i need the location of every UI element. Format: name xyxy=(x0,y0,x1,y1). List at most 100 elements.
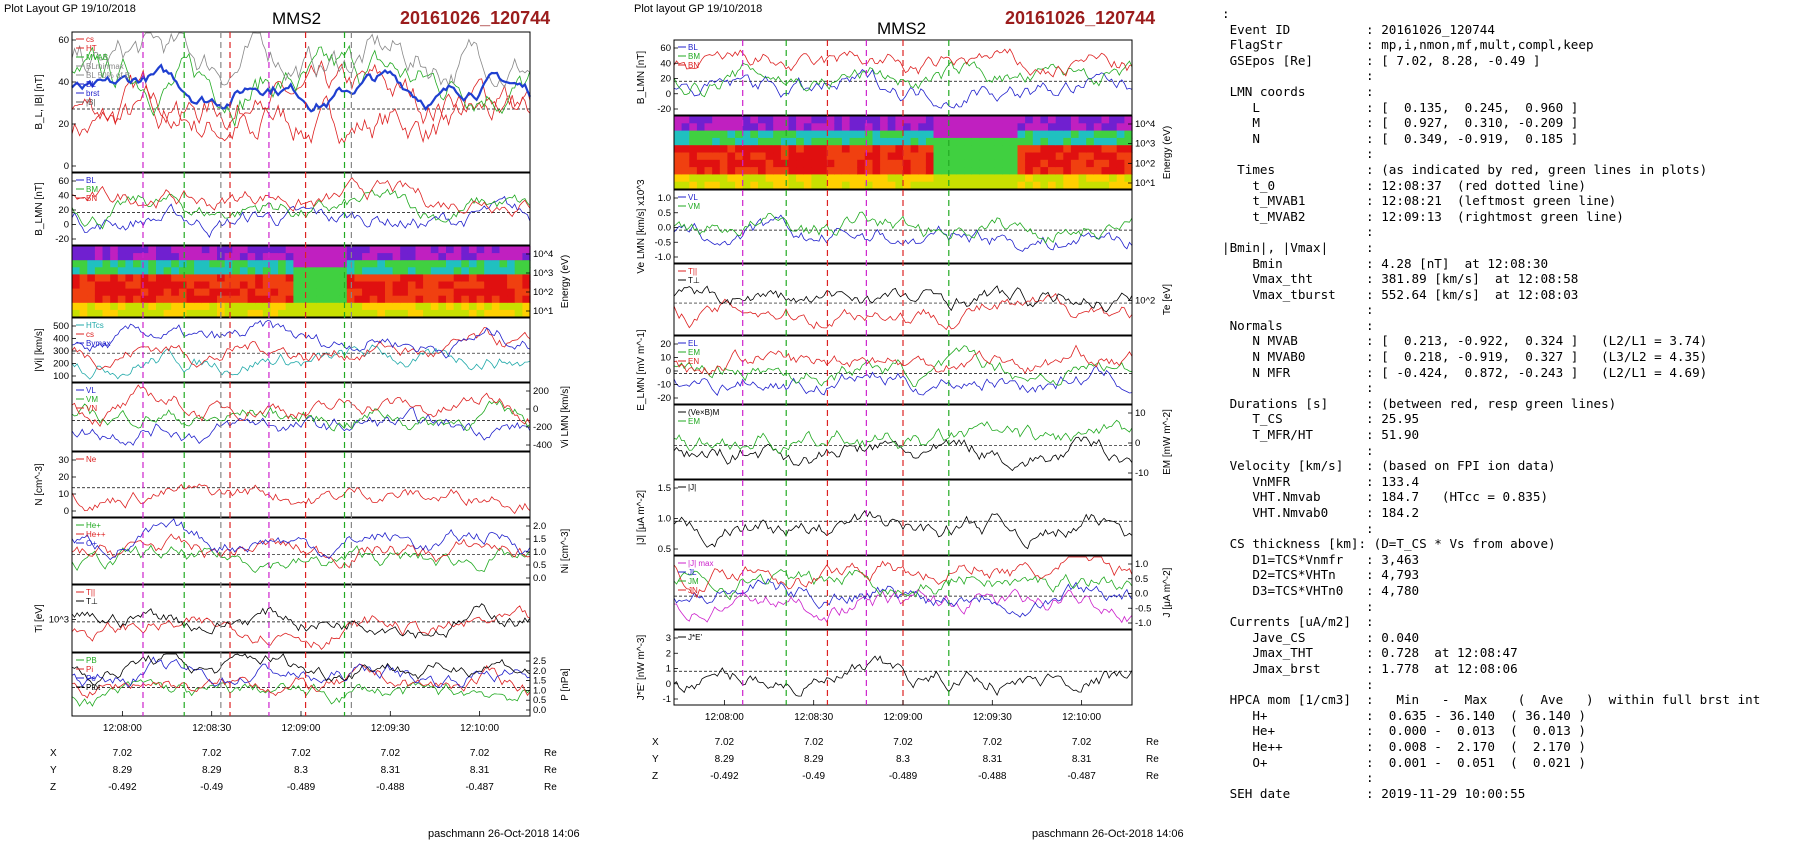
middle-legend-label: JL xyxy=(688,568,697,577)
left-y-tick-label: 40 xyxy=(58,77,69,88)
left-y-axis-label: B_LMN [nT] xyxy=(34,182,45,236)
middle-spectrogram-cell xyxy=(872,130,881,139)
left-y-tick-label: 200 xyxy=(53,359,69,370)
middle-spectrogram-cell xyxy=(1093,116,1102,124)
middle-y-axis-label: Te [eV] xyxy=(1162,284,1173,315)
middle-spectrogram-cell xyxy=(849,145,858,154)
middle-spectrogram-cell xyxy=(956,181,965,190)
middle-spectrogram-cell xyxy=(1040,145,1049,154)
left-spectrogram-cell xyxy=(239,281,249,290)
left-spectrogram-cell xyxy=(239,260,249,268)
middle-y-tick-label: 10^4 xyxy=(1135,119,1155,130)
left-spectrogram-cell xyxy=(178,281,188,290)
middle-spectrogram-cell xyxy=(742,174,751,183)
middle-spectrogram-cell xyxy=(1055,130,1064,139)
left-spectrogram-cell xyxy=(239,267,249,275)
left-spectrogram-cell xyxy=(453,281,462,290)
middle-spectrogram-cell xyxy=(887,145,896,154)
left-y-tick-label: 0 xyxy=(64,161,69,172)
middle-spectrogram-cell xyxy=(987,152,996,161)
middle-spectrogram-cell xyxy=(742,181,751,190)
middle-spectrogram-cell xyxy=(864,137,873,146)
left-spectrogram-cell xyxy=(217,267,226,275)
middle-spectrogram-cell xyxy=(987,145,996,154)
left-spectrogram-cell xyxy=(438,260,447,268)
middle-spectrogram-cell xyxy=(1093,159,1102,168)
middle-spectrogram-cell xyxy=(849,130,858,139)
left-position-value: 7.02 xyxy=(291,748,311,759)
left-series-trace xyxy=(71,544,531,574)
middle-spectrogram-cell xyxy=(780,123,790,132)
left-spectrogram-cell xyxy=(262,253,271,261)
middle-spectrogram-cell xyxy=(987,130,996,139)
left-legend-label: Pi xyxy=(86,665,93,674)
left-legend-label: PB xyxy=(86,656,97,665)
middle-spectrogram-cell xyxy=(979,174,988,183)
left-spectrogram-cell xyxy=(453,288,462,297)
left-spectrogram-cell xyxy=(468,253,478,261)
left-spectrogram-cell xyxy=(72,295,81,304)
left-spectrogram-cell xyxy=(117,274,126,283)
summary-line: : xyxy=(1222,442,1374,458)
middle-spectrogram-cell xyxy=(933,152,942,161)
left-spectrogram-cell xyxy=(507,281,516,290)
middle-spectrogram-cell xyxy=(857,116,866,124)
middle-spectrogram-cell xyxy=(750,152,759,161)
middle-spectrogram-cell xyxy=(796,167,805,175)
left-spectrogram-cell xyxy=(255,260,264,268)
left-spectrogram-cell xyxy=(247,274,256,283)
left-x-tick-label: 12:09:30 xyxy=(371,723,410,734)
middle-spectrogram-cell xyxy=(987,181,996,190)
middle-spectrogram-cell xyxy=(979,152,988,161)
left-spectrogram-cell xyxy=(110,260,119,268)
left-spectrogram-cell xyxy=(507,246,516,254)
left-spectrogram-cell xyxy=(171,309,180,318)
middle-spectrogram-cell xyxy=(834,167,843,175)
left-spectrogram-cell xyxy=(468,281,478,290)
left-legend-label: BLminmax xyxy=(86,62,124,71)
middle-y-tick-label: 10^2 xyxy=(1135,158,1155,169)
middle-spectrogram-cell xyxy=(994,167,1003,175)
left-spectrogram-cell xyxy=(346,295,355,304)
middle-spectrogram-cell xyxy=(925,137,935,146)
left-spectrogram-cell xyxy=(377,302,386,311)
middle-spectrogram-cell xyxy=(704,152,713,161)
left-spectrogram-cell xyxy=(407,274,417,283)
left-spectrogram-cell xyxy=(247,253,256,261)
middle-position-unit: Re xyxy=(1146,754,1159,765)
middle-spectrogram-cell xyxy=(1093,145,1102,154)
left-spectrogram-cell xyxy=(209,267,218,275)
left-spectrogram-cell xyxy=(438,309,447,318)
middle-position-value: 7.02 xyxy=(1072,737,1092,748)
middle-spectrogram-cell xyxy=(681,181,690,190)
middle-spectrogram-cell xyxy=(880,181,889,190)
middle-spectrogram-cell xyxy=(925,181,935,190)
left-spectrogram-cell xyxy=(323,267,333,275)
left-spectrogram-cell xyxy=(468,260,478,268)
middle-series-trace xyxy=(673,292,1133,331)
left-spectrogram-cell xyxy=(316,274,325,283)
left-panel-frame xyxy=(71,517,531,585)
middle-legend-label: (Ve×B)M xyxy=(688,408,720,417)
middle-spectrogram-cell xyxy=(857,181,866,190)
middle-spectrogram-cell xyxy=(1055,174,1064,183)
middle-spectrogram-cell xyxy=(674,167,683,175)
middle-spectrogram-cell xyxy=(1093,167,1102,175)
left-spectrogram-cell xyxy=(87,288,96,297)
middle-spectrogram-cell xyxy=(773,137,782,146)
left-spectrogram-cell xyxy=(148,288,157,297)
left-position-value: 8.31 xyxy=(381,765,401,776)
summary-line: : xyxy=(1222,676,1374,692)
middle-legend-label: T|| xyxy=(688,267,697,276)
left-spectrogram-cell xyxy=(453,253,462,261)
middle-spectrogram-cell xyxy=(712,137,721,146)
middle-spectrogram-cell xyxy=(987,137,996,146)
middle-spectrogram-cell xyxy=(819,130,828,139)
middle-spectrogram-cell xyxy=(826,116,835,124)
middle-spectrogram-cell xyxy=(872,145,881,154)
middle-spectrogram-cell xyxy=(704,137,713,146)
middle-spectrogram-cell xyxy=(964,174,973,183)
left-spectrogram-cell xyxy=(407,302,417,311)
left-spectrogram-cell xyxy=(125,302,134,311)
